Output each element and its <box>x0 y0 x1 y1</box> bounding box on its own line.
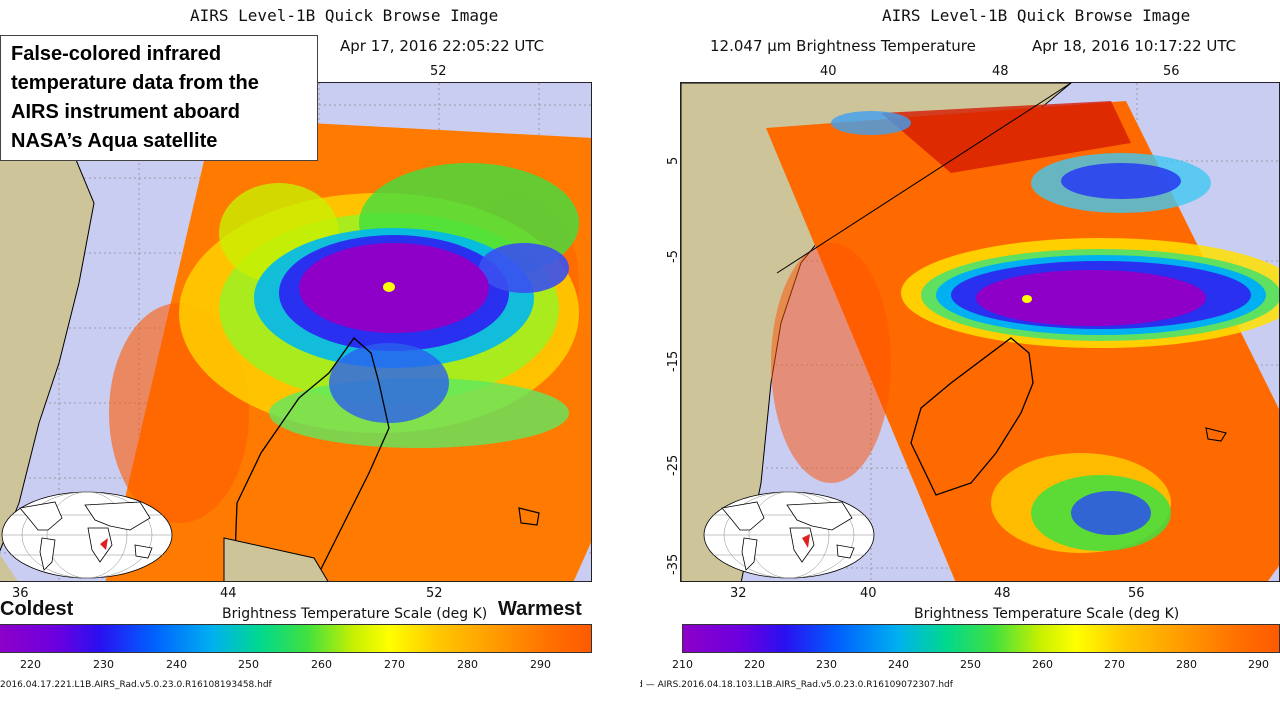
right-cbar-label: 240 <box>888 658 909 671</box>
right-panel: AIRS Level-1B Quick Browse Image 12.047 … <box>640 0 1280 720</box>
right-world-inset <box>703 491 875 579</box>
right-scale-title: Brightness Temperature Scale (deg K) <box>914 606 1180 622</box>
left-cbar-label: 260 <box>311 658 332 671</box>
right-cbar-label: 220 <box>744 658 765 671</box>
right-map-graphic <box>681 83 1279 581</box>
left-map-graphic <box>0 83 591 581</box>
right-top-tick: 40 <box>820 64 837 79</box>
left-map <box>0 82 592 582</box>
coldest-label: Coldest <box>0 598 74 620</box>
right-cbar-label: 210 <box>672 658 693 671</box>
left-cbar-label: 290 <box>530 658 551 671</box>
right-lat-tick: -5 <box>666 250 681 263</box>
left-scale-title: Brightness Temperature Scale (deg K) <box>222 606 488 622</box>
left-bottom-tick-1: 36 <box>12 586 29 601</box>
right-cbar-label: 290 <box>1248 658 1269 671</box>
right-bottom-tick: 56 <box>1128 586 1145 601</box>
left-colorbar <box>0 624 592 653</box>
caption-box: False-colored infrared temperature data … <box>0 35 318 161</box>
left-panel: AIRS Level-1B Quick Browse Image Apr 17,… <box>0 6 592 690</box>
right-bottom-tick: 40 <box>860 586 877 601</box>
left-cbar-label: 220 <box>20 658 41 671</box>
left-bottom-tick-2: 44 <box>220 586 237 601</box>
left-cbar-label: 270 <box>384 658 405 671</box>
warmest-label: Warmest <box>498 598 582 620</box>
right-lat-tick: -35 <box>666 553 681 575</box>
right-colorbar <box>682 624 1280 653</box>
right-cbar-label: 270 <box>1104 658 1125 671</box>
right-bottom-tick: 32 <box>730 586 747 601</box>
right-top-tick: 56 <box>1163 64 1180 79</box>
left-cbar-label: 280 <box>457 658 478 671</box>
right-top-tick: 48 <box>992 64 1009 79</box>
left-cbar-label: 230 <box>93 658 114 671</box>
left-world-inset <box>1 491 173 579</box>
right-subtitle: 12.047 μm Brightness Temperature <box>710 37 976 55</box>
left-top-tick: 52 <box>430 64 447 79</box>
left-cbar-label: 240 <box>166 658 187 671</box>
left-title: AIRS Level-1B Quick Browse Image <box>190 6 499 25</box>
right-lat-tick: 5 <box>666 156 681 165</box>
left-bottom-tick-3: 52 <box>426 586 443 601</box>
right-cbar-label: 250 <box>960 658 981 671</box>
left-datetime: Apr 17, 2016 22:05:22 UTC <box>340 37 545 55</box>
right-cbar-label: 230 <box>816 658 837 671</box>
left-granule-id: 2016.04.17.221.L1B.AIRS_Rad.v5.0.23.0.R1… <box>0 680 272 690</box>
right-bottom-tick: 48 <box>994 586 1011 601</box>
right-lat-tick: -25 <box>666 454 681 476</box>
right-granule-id: Granule Id — AIRS.2016.04.18.103.L1B.AIR… <box>640 680 953 690</box>
right-cbar-label: 260 <box>1032 658 1053 671</box>
right-cbar-label: 280 <box>1176 658 1197 671</box>
left-cbar-label: 250 <box>238 658 259 671</box>
right-lat-tick: -15 <box>666 350 681 372</box>
right-datetime: Apr 18, 2016 10:17:22 UTC <box>1032 37 1237 55</box>
right-title: AIRS Level-1B Quick Browse Image <box>882 6 1191 25</box>
